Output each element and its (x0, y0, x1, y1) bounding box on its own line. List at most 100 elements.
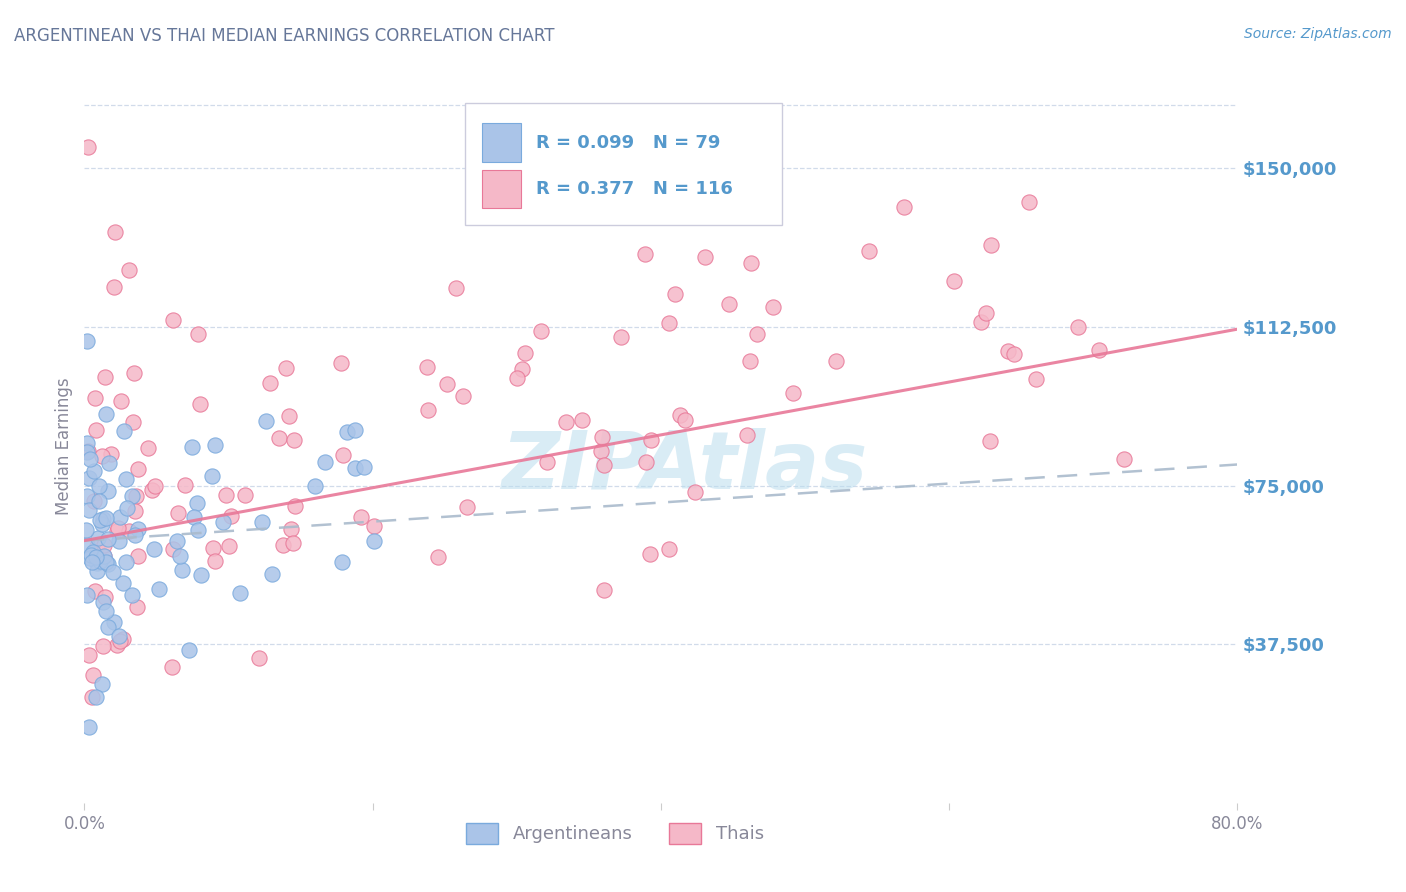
Point (610, 330, 633, 344)
Point (669, 409, 692, 423)
Point (76, 444, 98, 458)
Point (83, 464, 105, 478)
Point (79, 648, 101, 662)
Point (124, 504, 146, 518)
Point (980, 238, 1002, 252)
Text: ARGENTINEAN VS THAI MEDIAN EARNINGS CORRELATION CHART: ARGENTINEAN VS THAI MEDIAN EARNINGS CORR… (14, 27, 554, 45)
Point (94, 370, 117, 384)
Point (252, 515, 274, 529)
Point (82, 668, 104, 682)
Point (91, 595, 114, 609)
Point (530, 324, 553, 338)
Point (86, 556, 108, 570)
Point (121, 489, 143, 503)
Point (91, 677, 114, 691)
Point (125, 599, 148, 614)
Point (107, 533, 129, 548)
Point (1025, 372, 1047, 386)
Point (740, 255, 762, 269)
Point (456, 500, 478, 515)
Point (747, 327, 769, 342)
Point (506, 371, 529, 385)
Point (121, 588, 143, 602)
Point (664, 287, 686, 301)
Point (218, 540, 240, 554)
Point (86, 539, 108, 553)
Point (97, 533, 120, 547)
Point (363, 519, 385, 533)
Point (187, 327, 209, 342)
Point (79, 471, 101, 485)
Point (591, 444, 613, 458)
Point (114, 424, 136, 438)
Point (101, 565, 124, 579)
Point (738, 353, 761, 368)
Point (634, 455, 657, 469)
Point (555, 415, 578, 429)
Y-axis label: Median Earnings: Median Earnings (55, 377, 73, 515)
Point (87, 478, 110, 492)
Point (657, 541, 679, 556)
Point (284, 500, 307, 514)
Point (571, 413, 593, 427)
Point (91, 516, 114, 531)
Point (336, 425, 359, 440)
Point (737, 427, 759, 442)
Point (436, 377, 458, 392)
Point (94, 407, 117, 421)
Point (344, 461, 367, 475)
Point (80, 548, 103, 562)
Point (76, 334, 98, 348)
Point (110, 394, 132, 409)
Point (247, 651, 270, 665)
Point (212, 515, 235, 529)
Point (187, 523, 209, 537)
Point (112, 632, 135, 647)
Point (93, 549, 115, 563)
Point (80, 690, 103, 704)
Point (215, 488, 238, 502)
Point (76, 588, 98, 602)
Point (330, 356, 353, 370)
Point (260, 566, 283, 581)
Point (148, 582, 170, 596)
Point (174, 478, 197, 492)
Point (104, 225, 127, 239)
Point (444, 281, 467, 295)
Point (82, 545, 104, 559)
Point (273, 538, 295, 552)
Text: Source: ZipAtlas.com: Source: ZipAtlas.com (1244, 27, 1392, 41)
Point (103, 280, 125, 294)
Point (91, 639, 114, 653)
Point (350, 510, 373, 524)
Point (160, 660, 183, 674)
Point (353, 459, 375, 474)
FancyBboxPatch shape (482, 169, 522, 209)
Point (97, 484, 120, 499)
Point (695, 251, 717, 265)
Point (536, 455, 558, 469)
Point (640, 433, 662, 447)
Point (77, 720, 100, 734)
Point (89, 554, 111, 568)
Point (782, 385, 804, 400)
Point (658, 317, 681, 331)
Point (426, 550, 449, 565)
Point (86, 564, 108, 578)
Point (93, 538, 115, 552)
Point (79, 551, 101, 566)
Point (108, 509, 131, 524)
Point (80, 555, 103, 569)
Point (1067, 319, 1090, 334)
Point (89, 513, 111, 527)
Point (115, 501, 138, 516)
Point (100, 447, 122, 461)
Point (83, 493, 105, 508)
Point (97, 557, 120, 571)
Point (254, 414, 277, 428)
Point (105, 524, 128, 539)
Point (186, 495, 208, 509)
Point (640, 547, 662, 561)
Point (685, 485, 707, 500)
Point (94, 555, 117, 569)
